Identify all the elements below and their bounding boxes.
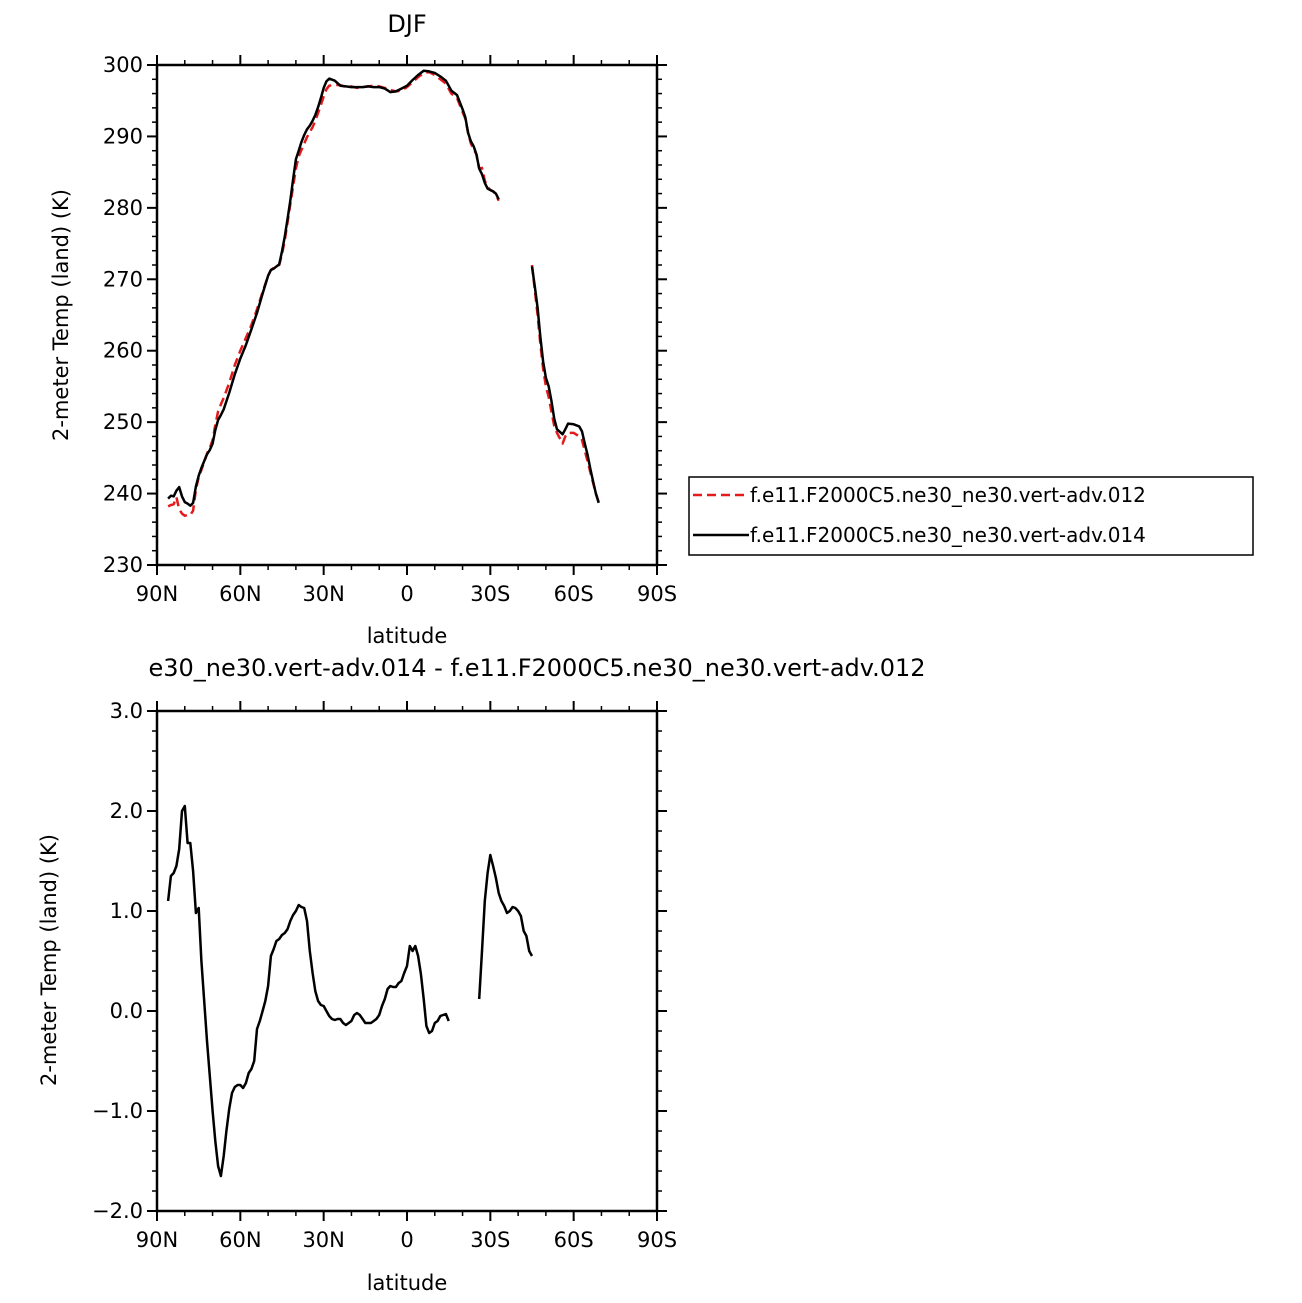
bottom-ticks-layer: 90N 60N 30N 0 30S 60S 90S −2.0 −1.0 0.0 1.0 2.0 3.0	[92, 699, 677, 1252]
bottom-series-0-segment-1	[477, 853, 534, 1000]
bottom-y-tick-label: 1.0	[110, 899, 143, 923]
bottom-y-tick-label: −1.0	[92, 1099, 143, 1123]
bottom-x-tick-label: 0	[400, 1228, 413, 1252]
legend: f.e11.F2000C5.ne30_ne30.vert-adv.012 f.e…	[688, 476, 1254, 556]
legend-box	[688, 476, 1254, 556]
top-x-tick-label: 30S	[470, 582, 510, 606]
top-series-1-segment-0	[167, 69, 500, 507]
top-x-tick-label: 0	[400, 582, 413, 606]
top-plot-frame	[155, 63, 659, 567]
bottom-x-tick-label: 90N	[136, 1228, 178, 1252]
top-y-tick-label: 280	[103, 196, 143, 220]
top-y-tick-label: 250	[103, 410, 143, 434]
bottom-y-tick-label: 0.0	[110, 999, 143, 1023]
top-y-tick-label: 260	[103, 339, 143, 363]
top-series-1-segment-1	[530, 266, 600, 504]
bottom-x-tick-label: 60N	[219, 1228, 261, 1252]
bottom-x-axis-title: latitude	[367, 1271, 448, 1295]
top-ticks-layer: 90N 60N 30N 0 30S 60S 90S 230 240 250 260 270 280 290…	[103, 53, 677, 606]
top-x-tick-label: 60N	[219, 582, 261, 606]
top-x-axis-title: latitude	[367, 624, 448, 648]
bottom-x-tick-label: 30S	[470, 1228, 510, 1252]
bottom-x-tick-label: 90S	[637, 1228, 677, 1252]
bottom-y-tick-label: 3.0	[110, 699, 143, 723]
top-y-tick-label: 290	[103, 124, 143, 148]
bottom-y-tick-label: 2.0	[110, 799, 143, 823]
top-title: DJF	[387, 10, 426, 38]
top-x-tick-label: 90N	[136, 582, 178, 606]
bottom-y-axis-title: 2-meter Temp (land) (K)	[37, 834, 61, 1086]
top-series-0-segment-0	[167, 70, 500, 517]
top-panel: DJF 90N 60N 30N 0 30S 60S 90S 230 240 250 260 270 28…	[49, 10, 677, 648]
bottom-title: e30_ne30.vert-adv.014 - f.e11.F2000C5.ne…	[148, 654, 925, 682]
top-y-tick-label: 300	[103, 53, 143, 77]
bottom-y-tick-label: −2.0	[92, 1199, 143, 1223]
top-series-layer	[167, 69, 600, 517]
legend-label-012: f.e11.F2000C5.ne30_ne30.vert-adv.012	[750, 483, 1146, 507]
top-y-tick-label: 270	[103, 267, 143, 291]
top-y-tick-label: 240	[103, 482, 143, 506]
top-y-tick-label: 230	[103, 553, 143, 577]
bottom-x-tick-label: 60S	[554, 1228, 594, 1252]
bottom-series-layer	[166, 804, 534, 1178]
bottom-panel: e30_ne30.vert-adv.014 - f.e11.F2000C5.ne…	[37, 654, 926, 1295]
top-x-tick-label: 60S	[554, 582, 594, 606]
top-x-tick-label: 90S	[637, 582, 677, 606]
bottom-series-0-segment-0	[166, 804, 450, 1178]
top-y-axis-title: 2-meter Temp (land) (K)	[49, 189, 73, 441]
bottom-x-tick-label: 30N	[302, 1228, 344, 1252]
legend-label-014: f.e11.F2000C5.ne30_ne30.vert-adv.014	[750, 523, 1146, 547]
top-x-tick-label: 30N	[302, 582, 344, 606]
